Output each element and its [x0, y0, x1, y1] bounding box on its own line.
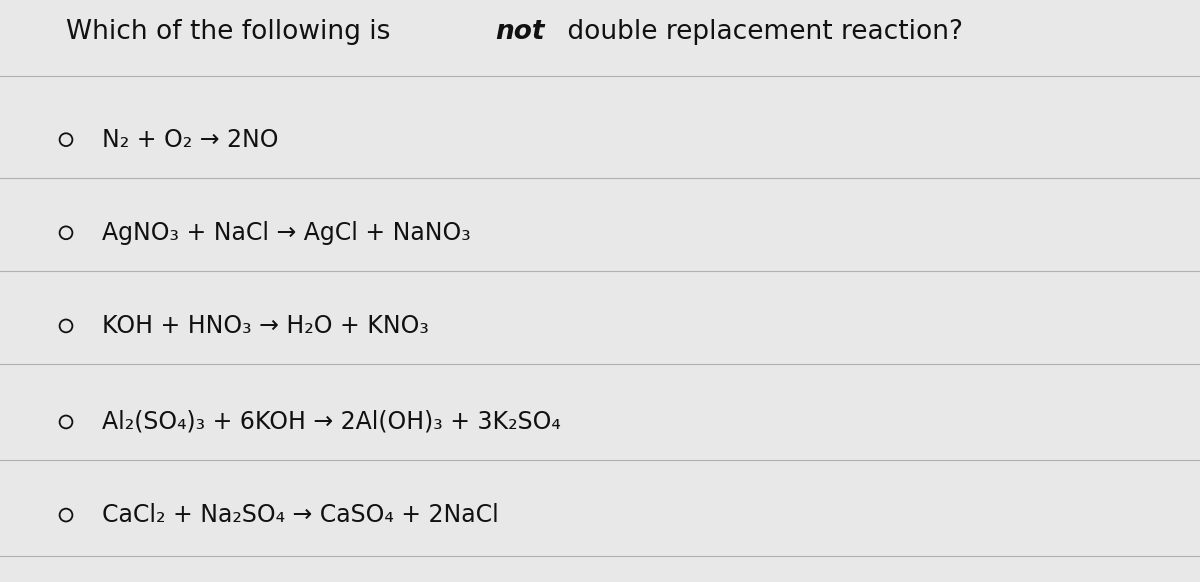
Text: double replacement reaction?: double replacement reaction? — [559, 19, 964, 45]
Text: AgNO₃ + NaCl → AgCl + NaNO₃: AgNO₃ + NaCl → AgCl + NaNO₃ — [102, 221, 470, 245]
Text: Al₂(SO₄)₃ + 6KOH → 2Al(OH)₃ + 3K₂SO₄: Al₂(SO₄)₃ + 6KOH → 2Al(OH)₃ + 3K₂SO₄ — [102, 410, 560, 434]
Text: not: not — [496, 19, 545, 45]
Text: KOH + HNO₃ → H₂O + KNO₃: KOH + HNO₃ → H₂O + KNO₃ — [102, 314, 428, 338]
Text: N₂ + O₂ → 2NO: N₂ + O₂ → 2NO — [102, 127, 278, 152]
Text: CaCl₂ + Na₂SO₄ → CaSO₄ + 2NaCl: CaCl₂ + Na₂SO₄ → CaSO₄ + 2NaCl — [102, 503, 499, 527]
Text: Which of the following is: Which of the following is — [66, 19, 398, 45]
